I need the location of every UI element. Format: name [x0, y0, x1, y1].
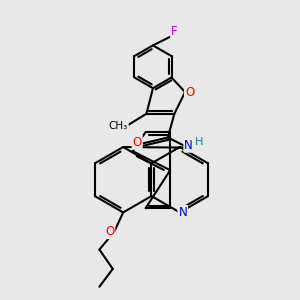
Text: CH₃: CH₃: [109, 121, 128, 131]
Text: N: N: [184, 139, 193, 152]
Text: O: O: [105, 225, 114, 238]
Text: O: O: [185, 85, 194, 98]
Text: F: F: [171, 25, 178, 38]
Text: O: O: [133, 136, 142, 149]
Text: H: H: [195, 137, 203, 147]
Text: N: N: [178, 206, 187, 219]
